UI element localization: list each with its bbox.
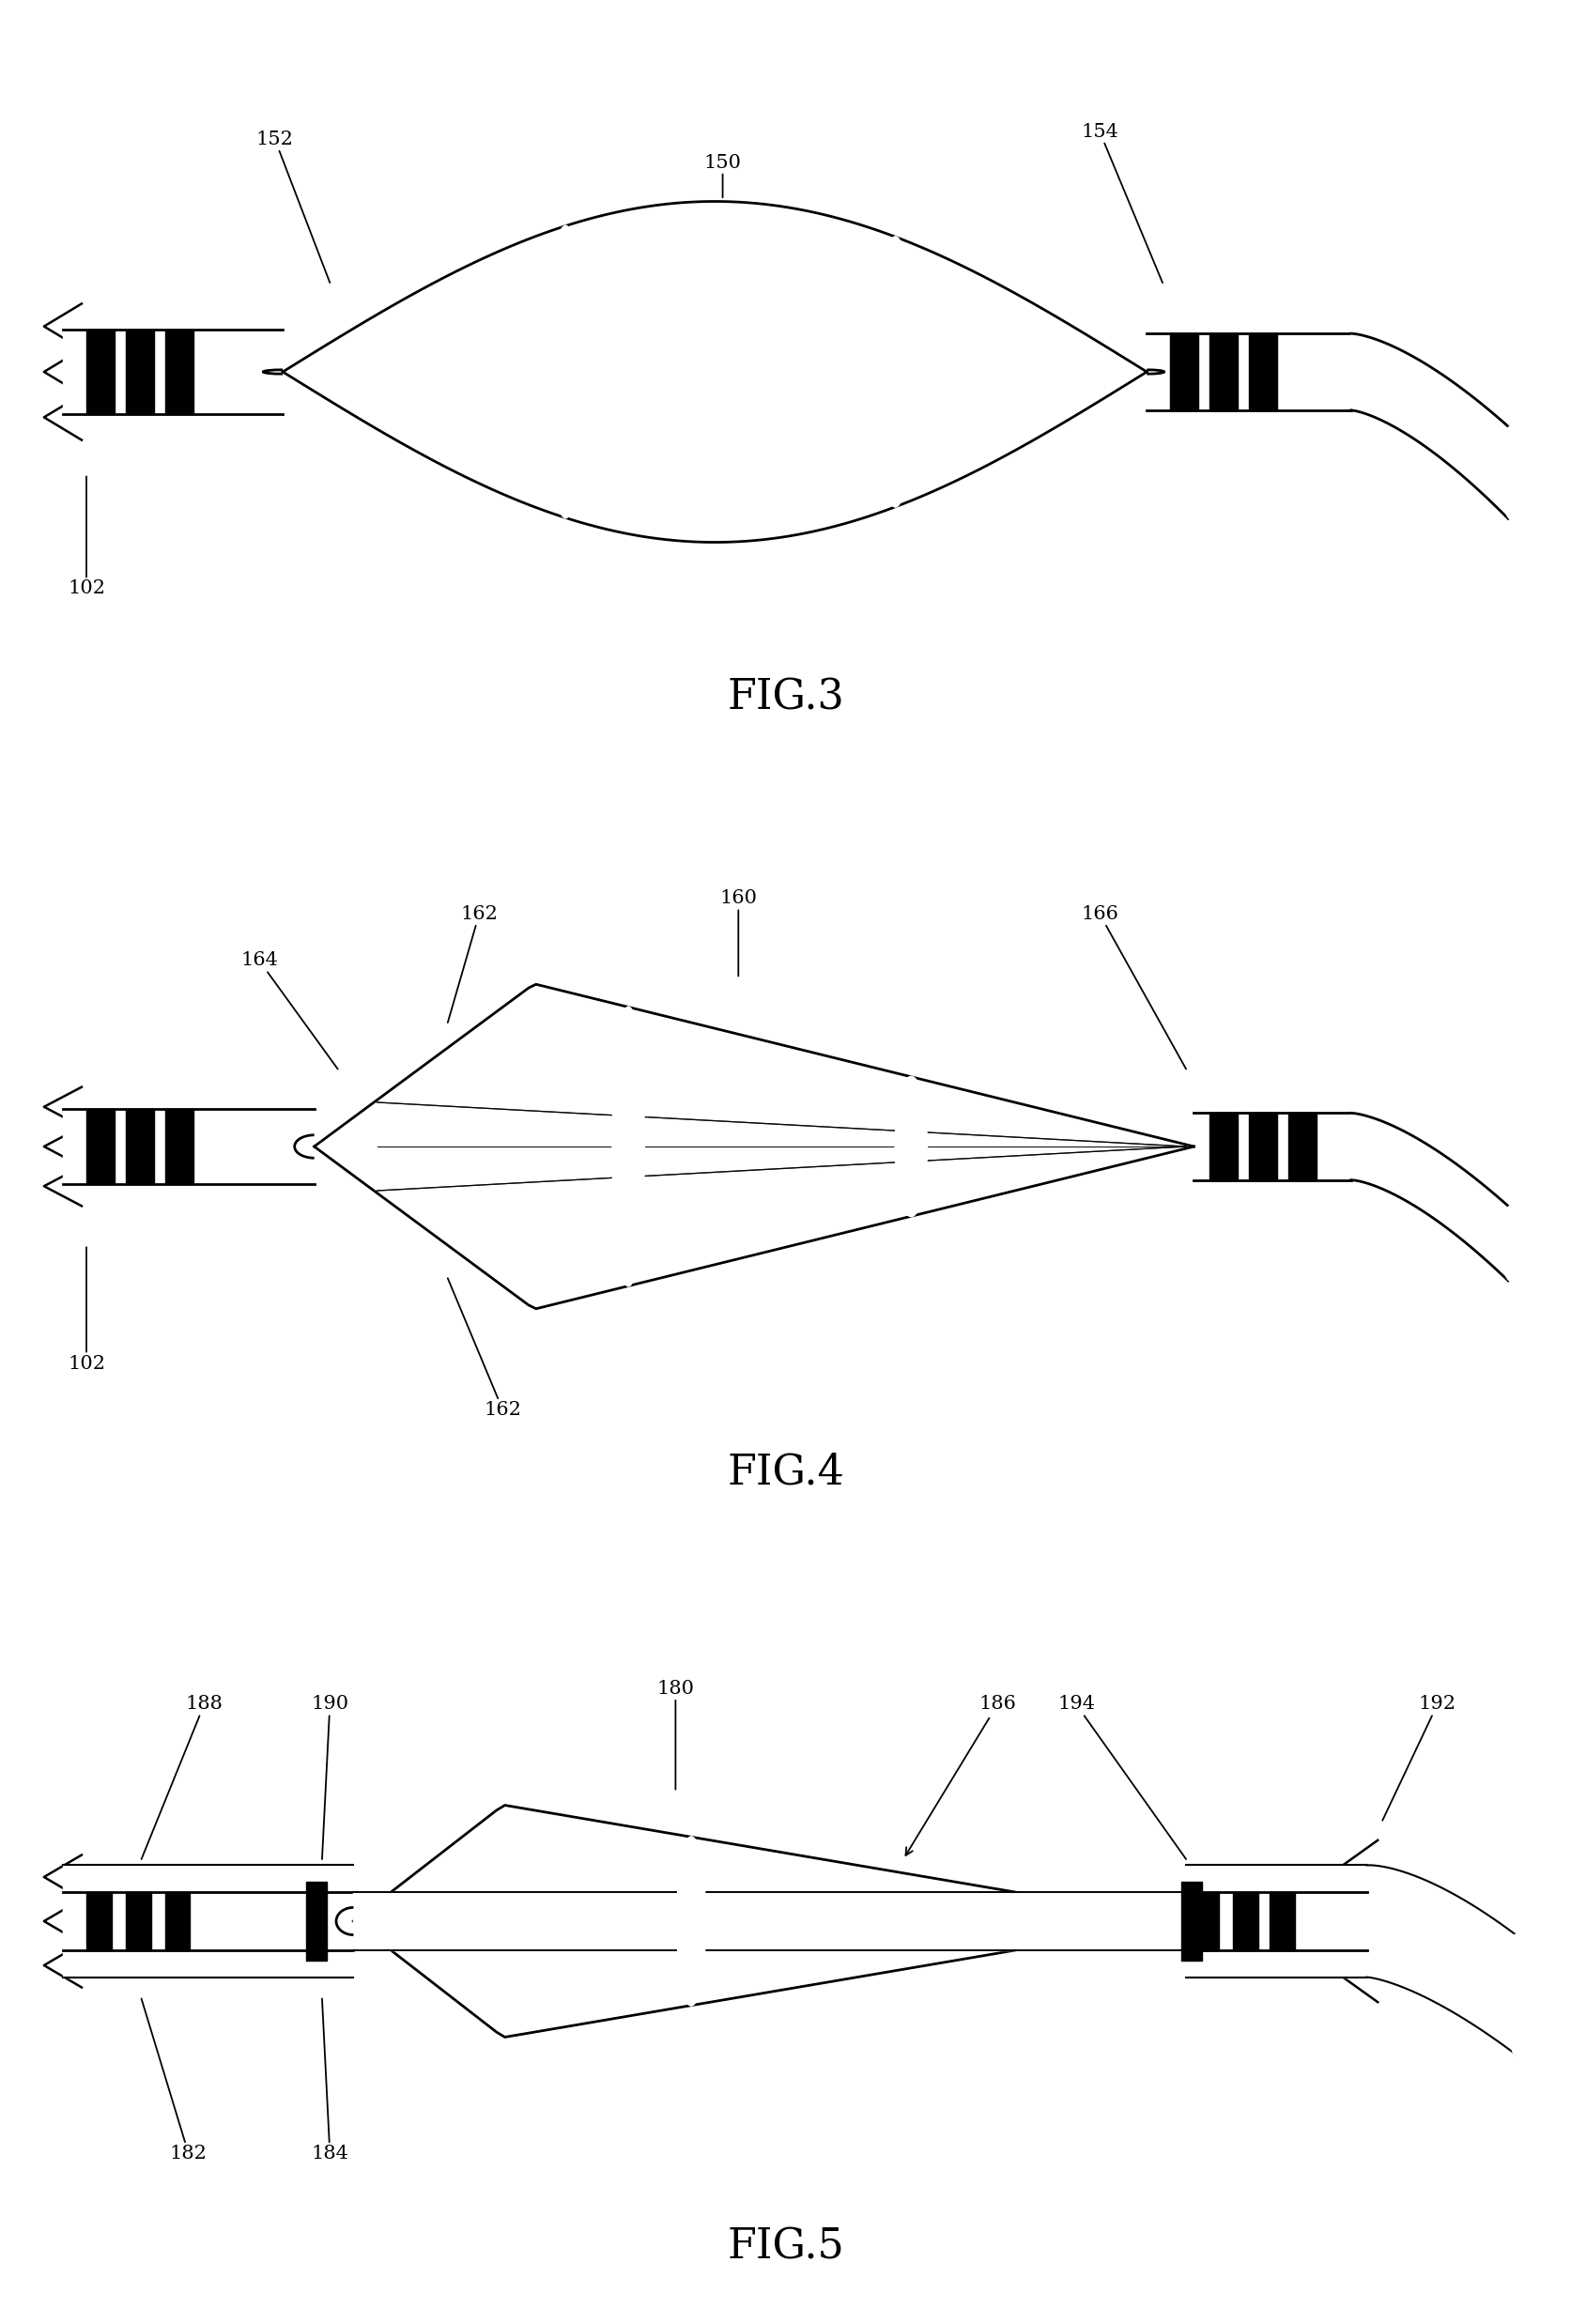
Ellipse shape (878, 237, 913, 507)
Text: 182: 182 (141, 1999, 207, 2164)
Text: 152: 152 (256, 130, 330, 284)
Text: 190: 190 (311, 1694, 349, 1859)
Text: 154: 154 (1081, 123, 1163, 284)
Text: 102: 102 (68, 1248, 105, 1373)
Ellipse shape (1502, 425, 1521, 518)
Text: 166: 166 (1081, 904, 1186, 1069)
Text: 180: 180 (657, 1680, 694, 1789)
Polygon shape (314, 985, 1194, 1308)
Text: 162: 162 (448, 1278, 522, 1420)
Polygon shape (1367, 1866, 1516, 2054)
Text: 186: 186 (905, 1694, 1016, 1855)
Ellipse shape (613, 1006, 644, 1285)
Polygon shape (353, 1806, 1186, 2038)
Text: 194: 194 (1057, 1694, 1186, 1859)
Text: 102: 102 (68, 476, 105, 597)
Text: 192: 192 (1382, 1694, 1456, 1820)
Ellipse shape (1502, 1206, 1521, 1281)
Text: 184: 184 (311, 1999, 349, 2164)
Text: FIG.5: FIG.5 (727, 2226, 844, 2266)
Ellipse shape (895, 1076, 927, 1215)
Text: 160: 160 (720, 890, 757, 976)
Text: 162: 162 (448, 904, 498, 1023)
Ellipse shape (677, 1836, 705, 2006)
Ellipse shape (548, 225, 583, 518)
Polygon shape (1351, 332, 1508, 518)
Text: FIG.4: FIG.4 (727, 1452, 844, 1492)
Polygon shape (1351, 1113, 1508, 1281)
Text: 164: 164 (240, 951, 338, 1069)
Text: FIG.3: FIG.3 (727, 676, 844, 718)
Text: 188: 188 (141, 1694, 223, 1859)
Ellipse shape (1507, 1936, 1524, 2054)
Polygon shape (283, 202, 1147, 541)
Text: 150: 150 (704, 153, 742, 198)
